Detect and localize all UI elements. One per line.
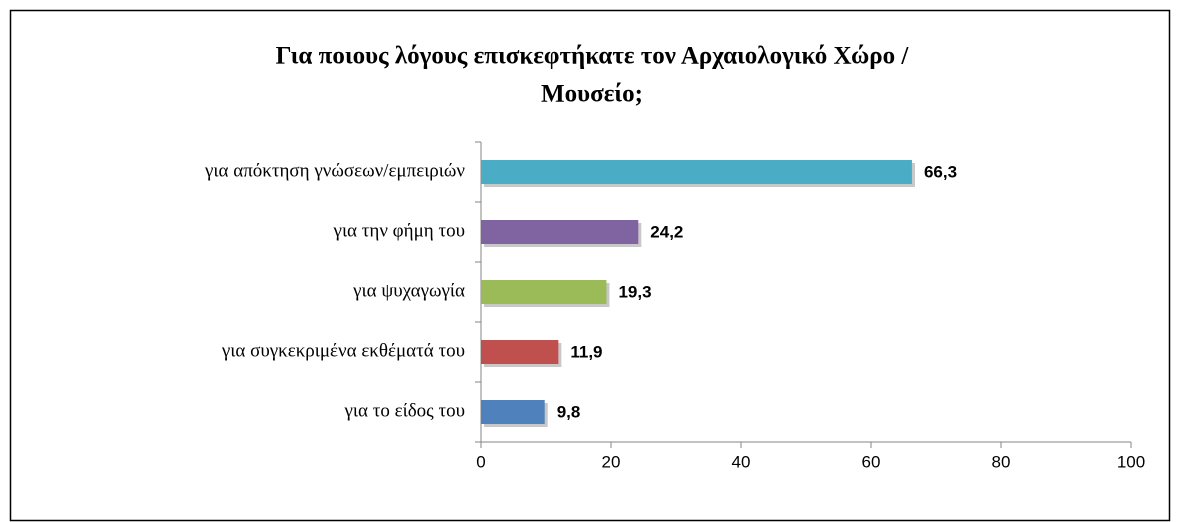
x-tick-label: 80: [992, 452, 1011, 471]
value-label: 24,2: [650, 222, 683, 241]
y-tick-label: για ψυχαγωγία: [352, 280, 465, 301]
y-tick-label: για το είδος του: [344, 400, 465, 421]
y-tick-label: για συγκεκριμένα εκθέματά του: [221, 340, 465, 361]
x-tick-label: 60: [862, 452, 881, 471]
value-label: 11,9: [570, 342, 602, 361]
x-tick-label: 100: [1117, 452, 1145, 471]
value-label: 66,3: [924, 162, 957, 181]
y-tick-label: για την φήμη του: [333, 220, 465, 241]
chart-title: Για ποιους λόγους επισκεφτήκατε τον Αρχα…: [276, 43, 910, 70]
bar: [481, 160, 912, 184]
value-label: 19,3: [618, 282, 651, 301]
y-tick-label: για απόκτηση γνώσεων/εμπειριών: [204, 160, 465, 181]
x-tick-label: 20: [602, 452, 621, 471]
x-tick-label: 0: [476, 452, 485, 471]
bar: [481, 220, 639, 244]
bar: [481, 280, 607, 304]
frame: [9, 9, 1171, 522]
chart-title: Μουσείο;: [541, 81, 643, 108]
value-label: 9,8: [557, 402, 581, 421]
bar: [481, 340, 559, 364]
x-tick-label: 40: [732, 452, 751, 471]
bar: [481, 400, 545, 424]
